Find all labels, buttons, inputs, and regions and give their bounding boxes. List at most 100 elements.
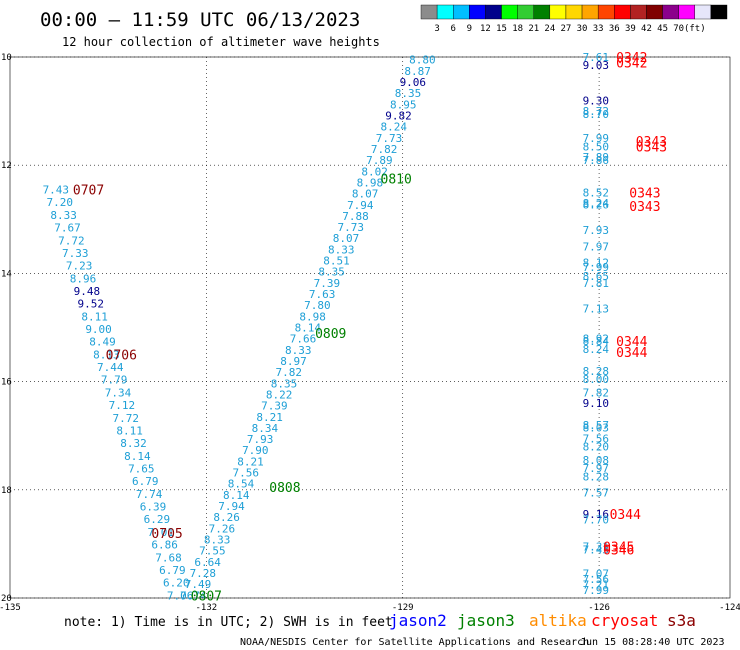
pass-time-label: 0706 xyxy=(106,349,137,364)
colorbar-label: 3 xyxy=(434,24,439,34)
y-tick-label: 18 xyxy=(1,486,12,496)
wave-height-label: 7.26 xyxy=(209,522,236,535)
colorbar-swatch xyxy=(420,4,438,20)
wave-height-label: 8.52 xyxy=(583,186,610,199)
pass-time-label: 0344 xyxy=(616,335,647,350)
colorbar-label: 12 xyxy=(480,24,491,34)
mission-label: cryosat xyxy=(591,611,658,630)
wave-height-label: 8.24 xyxy=(583,197,610,210)
wave-height-label: 8.51 xyxy=(323,255,350,268)
wave-height-label: 7.63 xyxy=(309,288,336,301)
wave-height-label: 7.97 xyxy=(583,240,610,253)
colorbar-label: 36 xyxy=(609,24,620,34)
wave-height-label: 7.93 xyxy=(247,433,274,446)
wave-height-label: 7.31 xyxy=(583,541,610,554)
colorbar-label: 24 xyxy=(544,24,555,34)
colorbar-swatch xyxy=(485,4,502,20)
wave-height-label: 7.99 xyxy=(583,261,610,274)
colorbar-swatch xyxy=(614,4,631,20)
wave-height-label: 8.34 xyxy=(252,422,279,435)
colorbar-label: 45 xyxy=(657,24,668,34)
wave-height-label: 8.98 xyxy=(357,176,384,189)
map-grid xyxy=(9,56,731,599)
wave-height-label: 7.86 xyxy=(583,154,610,167)
wave-height-label: 7.56 xyxy=(233,467,260,480)
wave-height-label: 6.29 xyxy=(144,513,171,526)
colorbar-label: 30 xyxy=(577,24,588,34)
wave-height-label: 8.26 xyxy=(213,511,240,524)
wave-height-label: 7.97 xyxy=(583,462,610,475)
colorbar-swatch xyxy=(517,4,534,20)
credit-line: NOAA/NESDIS Center for Satellite Applica… xyxy=(240,637,589,648)
wave-height-label: 8.49 xyxy=(89,336,116,349)
wave-height-label: 8.13 xyxy=(93,348,120,361)
wave-height-label: 8.21 xyxy=(256,411,283,424)
wave-height-label: 6.79 xyxy=(132,475,159,488)
colorbar-label: 15 xyxy=(496,24,507,34)
wave-height-label: 8.03 xyxy=(583,422,610,435)
pass-time-label: 0342 xyxy=(616,51,647,66)
wave-height-label: 8.70 xyxy=(583,108,610,121)
wave-height-label: 7.28 xyxy=(190,567,217,580)
colorbar-label: 18 xyxy=(512,24,523,34)
colorbar-label: 70 xyxy=(673,24,684,34)
pass-time-label: 0809 xyxy=(315,327,346,342)
wave-height-label: 7.21 xyxy=(583,578,610,591)
colorbar-label: 33 xyxy=(593,24,604,34)
colorbar-swatch xyxy=(694,4,712,20)
wave-height-label: 7.56 xyxy=(583,573,610,586)
wave-height-label: 7.23 xyxy=(66,260,93,273)
colorbar-label: 21 xyxy=(528,24,539,34)
pass-time-label: 0810 xyxy=(381,173,412,188)
chart-title: 00:00 — 11:59 UTC 06/13/2023 xyxy=(40,9,360,31)
wave-height-label: 9.16 xyxy=(583,508,610,521)
wave-height-label: 7.70 xyxy=(583,514,610,527)
wave-height-label: 7.39 xyxy=(314,277,341,290)
wave-height-label: 8.33 xyxy=(285,344,312,357)
colorbar-legend: 3 6 9 12 15 18 21 24 27 30 33 36 39 42 45 70 (ft) xyxy=(420,4,728,34)
wave-height-label: 7.13 xyxy=(583,303,610,316)
wave-height-label: 7.82 xyxy=(583,386,610,399)
wave-height-label: 7.43 xyxy=(583,543,610,556)
wave-height-label: 7.07 xyxy=(583,568,610,581)
wave-height-label: 6.79 xyxy=(159,564,186,577)
y-tick-label: 20 xyxy=(1,594,12,604)
x-tick-label: -126 xyxy=(588,603,610,613)
wave-height-label: 7.39 xyxy=(261,400,288,413)
colorbar-swatch xyxy=(710,4,728,20)
wave-height-label: 7.89 xyxy=(583,151,610,164)
wave-height-label: 7.68 xyxy=(155,551,182,564)
pass-time-label: 0345 xyxy=(603,541,634,556)
wave-height-label: 7.56 xyxy=(583,432,610,445)
wave-height-label: 7.06 xyxy=(167,589,194,602)
colorbar-label: 42 xyxy=(641,24,652,34)
pass-time-label: 0343 xyxy=(636,140,667,155)
colorbar-swatch xyxy=(678,4,695,20)
wave-height-label: 6.39 xyxy=(140,501,167,514)
colorbar-swatch xyxy=(436,4,454,20)
pass-time-label: 0343 xyxy=(629,186,660,201)
colorbar-label: 6 xyxy=(450,24,455,34)
wave-height-label: 8.97 xyxy=(280,355,307,368)
wave-height-label: 8.22 xyxy=(266,388,293,401)
pass-time-label: 0342 xyxy=(616,56,647,71)
x-tick-label: -135 xyxy=(0,603,21,613)
wave-height-label: 8.12 xyxy=(583,257,610,270)
wave-height-label: 9.48 xyxy=(74,285,101,298)
wave-height-label: 7.01 xyxy=(148,526,175,539)
wave-height-label: 7.82 xyxy=(371,143,398,156)
wave-height-label: 8.35 xyxy=(318,266,345,279)
wave-height-label: 8.92 xyxy=(583,332,610,345)
wave-height-label: 7.34 xyxy=(105,386,132,399)
wave-height-label: 9.30 xyxy=(583,94,610,107)
wave-height-label: 7.20 xyxy=(46,196,73,209)
wave-height-label: 7.94 xyxy=(347,199,374,212)
colorbar-swatch xyxy=(581,4,599,20)
pass-time-label: 0346 xyxy=(603,543,634,558)
wave-height-label: 7.88 xyxy=(342,210,369,223)
colorbar-swatch xyxy=(453,4,470,20)
wave-height-label: 7.99 xyxy=(583,584,610,597)
wave-height-label: 9.52 xyxy=(78,298,105,311)
x-tick-label: -132 xyxy=(196,603,218,613)
